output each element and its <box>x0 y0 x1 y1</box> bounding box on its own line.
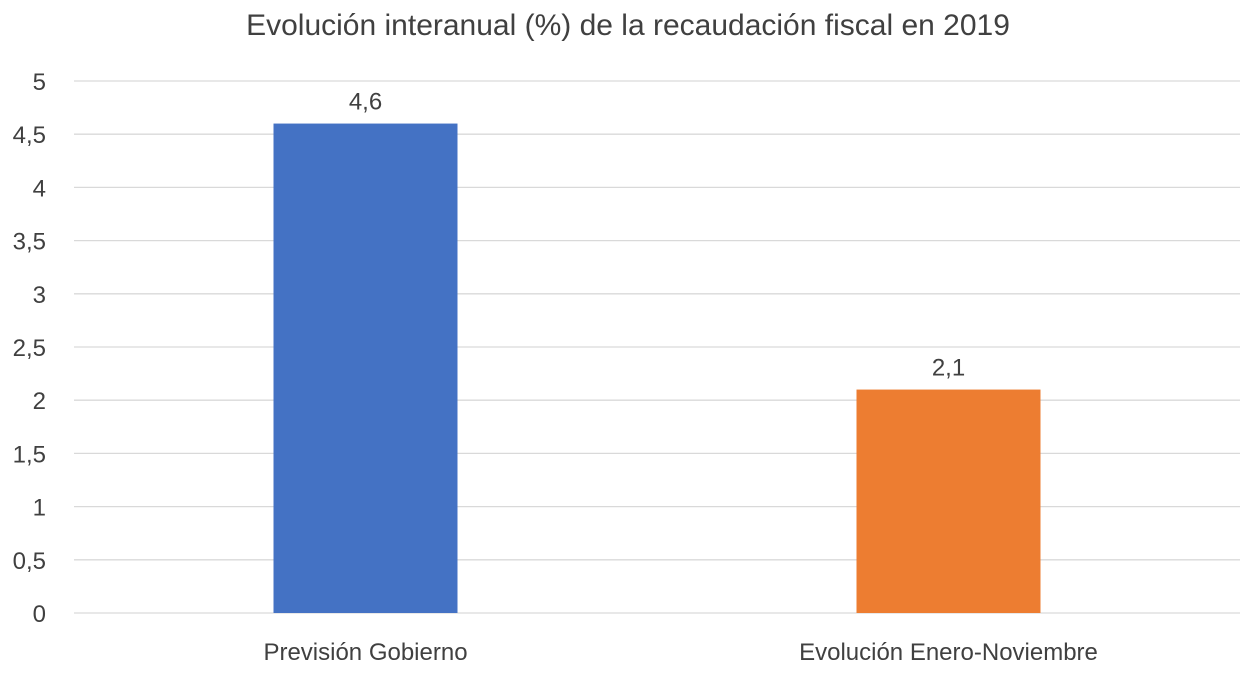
bar-evolucion-enero-noviembre <box>856 389 1041 613</box>
y-tick-label: 2,5 <box>13 335 46 362</box>
data-label: 2,1 <box>932 355 965 382</box>
x-tick-label: Previsión Gobierno <box>263 639 467 666</box>
y-tick-label: 3,5 <box>13 229 46 256</box>
y-tick-label: 5 <box>33 69 46 96</box>
y-tick-label: 2 <box>33 388 46 415</box>
y-tick-label: 0 <box>33 601 46 628</box>
x-tick-label: Evolución Enero-Noviembre <box>799 639 1098 666</box>
gridlines <box>74 80 1240 614</box>
bars <box>273 123 1041 613</box>
y-tick-label: 4 <box>33 175 46 202</box>
bar-prevision-gobierno <box>273 123 458 613</box>
y-tick-label: 1 <box>33 495 46 522</box>
data-labels: 4,6 2,1 <box>349 89 965 382</box>
y-tick-label: 0,5 <box>13 548 46 575</box>
chart-title: Evolución interanual (%) de la recaudaci… <box>246 9 1010 42</box>
y-tick-label: 1,5 <box>13 441 46 468</box>
x-axis-ticks: Previsión Gobierno Evolución Enero-Noviem… <box>263 639 1097 666</box>
data-label: 4,6 <box>349 89 382 116</box>
y-tick-label: 3 <box>33 282 46 309</box>
y-axis-ticks: 0 0,5 1 1,5 2 2,5 3 3,5 4 4,5 5 <box>13 69 46 628</box>
y-tick-label: 4,5 <box>13 122 46 149</box>
